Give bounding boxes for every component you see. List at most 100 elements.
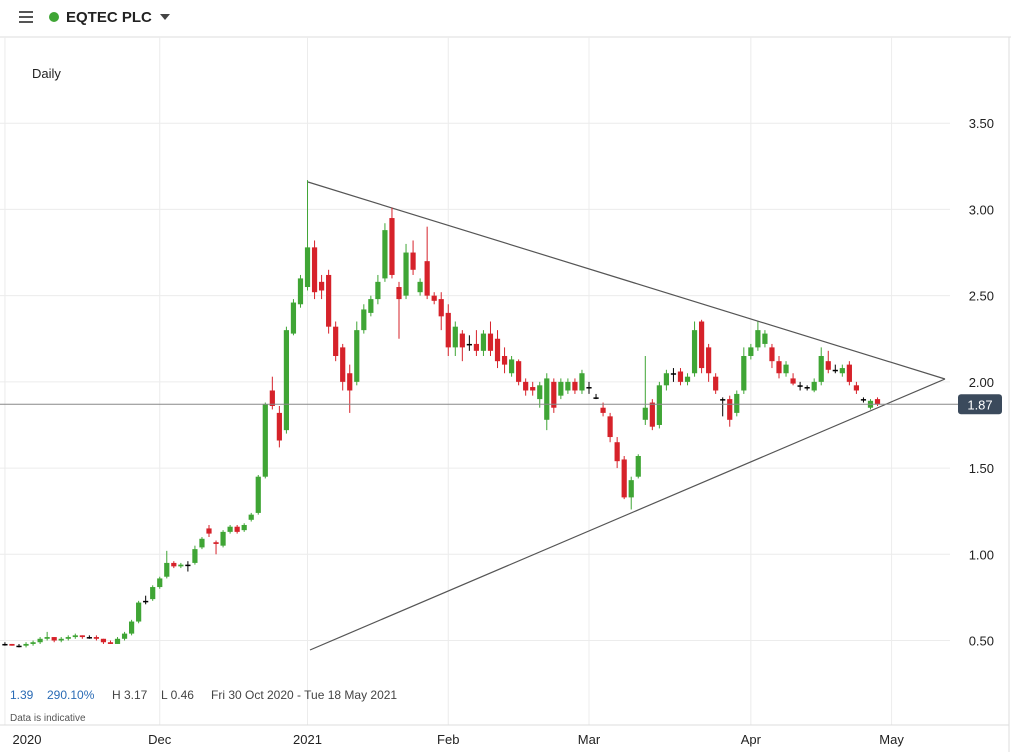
trend-line (307, 181, 946, 380)
candle-body (706, 347, 712, 374)
candle-body (16, 645, 22, 648)
interval-label: Daily (32, 66, 61, 81)
candle-body (551, 381, 557, 408)
candle-body (171, 562, 177, 567)
candle-body (9, 643, 15, 646)
candle-body (417, 281, 423, 293)
x-tick-label: 2021 (293, 732, 322, 747)
candle-body (361, 309, 367, 331)
instrument-title[interactable]: EQTEC PLC (66, 9, 152, 26)
candle-body (670, 373, 677, 375)
candle-body (410, 252, 416, 270)
candle-body (178, 564, 184, 567)
low: L 0.46 (161, 688, 194, 702)
candle-body (290, 302, 297, 334)
candle-body (790, 378, 796, 384)
candle-body (114, 638, 121, 644)
candle-body (572, 381, 578, 391)
status-dot (49, 12, 59, 22)
candle-body (445, 312, 451, 348)
candle-body (797, 385, 803, 387)
candle-body (748, 347, 754, 356)
candle-body (227, 526, 233, 532)
candle-body (621, 459, 627, 498)
candle-body (516, 361, 522, 382)
candle-body (565, 381, 571, 391)
candle-body (248, 514, 254, 520)
candle-body (755, 330, 761, 348)
candle-body (143, 600, 149, 603)
candle-body (853, 385, 860, 391)
candle-body (874, 399, 881, 405)
y-tick-label: 2.00 (969, 375, 994, 390)
candle-body (23, 643, 29, 646)
candle-body (262, 404, 268, 477)
candle-body (846, 364, 852, 382)
candle-body (276, 412, 282, 441)
dropdown-caret[interactable] (160, 14, 170, 20)
candle-body (860, 399, 867, 401)
candle-body (825, 361, 831, 370)
high: H 3.17 (112, 688, 148, 702)
candle-body (220, 531, 226, 546)
candle-body (523, 381, 529, 391)
candle-body (480, 333, 487, 351)
candle-body (79, 635, 85, 638)
candle-body (121, 633, 128, 639)
candle-body (65, 637, 71, 639)
last-price-label: 1.87 (967, 397, 992, 412)
candle-body (544, 378, 550, 420)
candle-body (459, 333, 465, 348)
candle-body (656, 385, 662, 425)
candle-body (762, 333, 768, 344)
x-tick-label: Dec (148, 732, 172, 747)
candle-body (452, 326, 458, 348)
candle-body (368, 299, 374, 313)
candle-body (741, 355, 747, 391)
candle-body (311, 247, 318, 293)
menu-bar (19, 11, 33, 13)
candle-body (128, 621, 135, 634)
candle-body (234, 526, 240, 532)
candle-body (635, 456, 641, 477)
candle-body (269, 390, 275, 407)
candle-body (438, 299, 444, 317)
candle-body (403, 252, 409, 296)
candle-body (51, 637, 57, 641)
candle-body (86, 637, 92, 639)
candle-body (192, 549, 198, 563)
candle-body (375, 281, 381, 300)
candle-body (424, 261, 430, 296)
candle-body (501, 355, 508, 365)
candle-body (530, 387, 536, 391)
candle-body (593, 397, 599, 399)
change: 1.39 (10, 688, 34, 702)
candle-body (164, 562, 170, 577)
candle-body (607, 416, 613, 438)
candle-body (811, 381, 817, 391)
candle-body (107, 642, 114, 644)
candle-body (283, 330, 290, 431)
y-tick-label: 1.50 (969, 461, 994, 476)
candle-body (37, 638, 43, 643)
y-tick-label: 3.50 (969, 116, 994, 131)
candle-body (136, 602, 142, 622)
candle-body (297, 278, 304, 305)
candle-body (537, 385, 543, 400)
x-tick-label: Feb (437, 732, 459, 747)
candle-body (818, 355, 824, 382)
candle-body (473, 343, 480, 351)
candle-body (586, 387, 592, 389)
last-price-tag (958, 394, 1002, 415)
candle-body (727, 399, 733, 420)
candle-body (199, 538, 205, 548)
menu-icon[interactable] (19, 11, 33, 23)
candle-body (684, 376, 691, 382)
candle-body (720, 399, 726, 401)
candle-body (713, 376, 719, 391)
candle-body (58, 638, 64, 641)
candle-body (2, 643, 8, 646)
candle-body (318, 281, 325, 291)
candle-body (255, 476, 261, 513)
